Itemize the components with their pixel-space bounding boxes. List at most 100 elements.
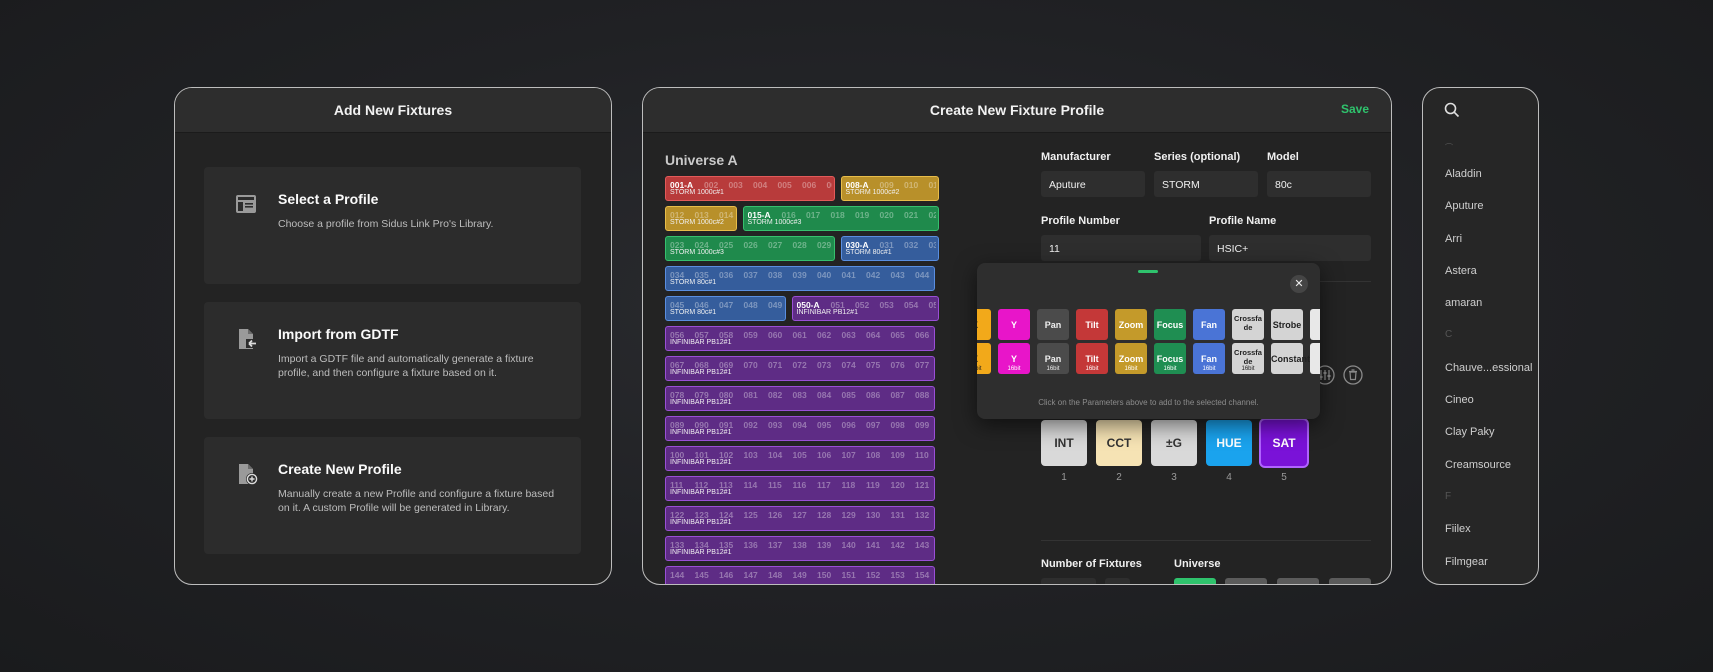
chip-label: Pan: [1044, 354, 1062, 364]
section-letter-a: ⌒: [1445, 143, 1453, 152]
channel-numbers: 056 057 058 059 060 061 062 063 064 065 066: [670, 330, 932, 341]
fixture-count-stepper[interactable]: [1105, 578, 1130, 584]
channel-number: 149: [792, 570, 807, 580]
brand-item[interactable]: amaran: [1445, 297, 1483, 310]
param-chip-overflow[interactable]: [1310, 343, 1320, 374]
param-chip-constant[interactable]: Constant: [1271, 343, 1310, 374]
channel-number: 060: [768, 330, 783, 340]
dmx-fixture-block[interactable]: 122 123 124 125 126 127 128 129 130 131 132 INFINIB…: [665, 506, 935, 531]
param-chip-pan-16bit[interactable]: Pan 16bit: [1037, 343, 1069, 374]
channel-number: 099: [915, 420, 930, 430]
dmx-fixture-block[interactable]: 001-A 002 003 004 005 006 007 STORM 1000c#1: [665, 176, 835, 201]
param-chip-focus-16bit[interactable]: Focus 16bit: [1154, 343, 1186, 374]
channel-number: 045: [670, 300, 685, 310]
channel-number: 100: [670, 450, 685, 460]
universe-d-button[interactable]: [1329, 578, 1371, 584]
param-chip-tilt[interactable]: Tilt: [1076, 309, 1108, 340]
dmx-fixture-block[interactable]: 030-A 031 032 033 STORM 80c#1: [840, 236, 939, 261]
param-chip-zoom-16bit[interactable]: Zoom 16bit: [1115, 343, 1147, 374]
dmx-fixture-block[interactable]: 023 024 025 026 027 028 029 STORM 1000c#3: [665, 236, 835, 261]
trash-icon[interactable]: [1343, 365, 1363, 385]
dmx-fixture-block[interactable]: 089 090 091 092 093 094 095 096 097 098 099 INFINIB…: [665, 416, 935, 441]
channel-number: 106: [817, 450, 832, 460]
dmx-fixture-block[interactable]: 015-A 016 017 018 019 020 021 022 STORM 1000c#3: [742, 206, 939, 231]
dmx-fixture-block[interactable]: 144 145 146 147 148 149 150 151 152 153 154: [665, 566, 935, 584]
fixture-count-field[interactable]: [1041, 578, 1096, 584]
brand-item[interactable]: Cineo: [1445, 394, 1474, 407]
model-label: Model: [1267, 151, 1299, 163]
param-g-tile[interactable]: ±G: [1151, 420, 1197, 466]
manufacturer-field[interactable]: Aputure: [1041, 171, 1145, 197]
param-int-tile[interactable]: INT: [1041, 420, 1087, 466]
profile-number-field[interactable]: 11: [1041, 235, 1201, 261]
save-button[interactable]: Save: [1340, 102, 1369, 116]
brand-item[interactable]: Aladdin: [1445, 168, 1482, 180]
universe-a-button[interactable]: [1174, 578, 1216, 584]
search-icon[interactable]: [1444, 102, 1460, 118]
brand-item[interactable]: Clay Paky: [1445, 426, 1495, 439]
brand-item[interactable]: Creamsource: [1445, 458, 1512, 471]
import-gdtf-option[interactable]: Import from GDTF Import a GDTF file and …: [204, 302, 581, 419]
universe-b-button[interactable]: [1225, 578, 1267, 584]
channel-number: 091: [719, 420, 734, 430]
dmx-fixture-block[interactable]: 111 112 113 114 115 116 117 118 119 120 121 INFINIB…: [665, 476, 935, 501]
dmx-fixture-block[interactable]: 133 134 135 136 137 138 139 140 141 142 143 INFINIB…: [665, 536, 935, 561]
chip-label: Crossfade: [1234, 314, 1262, 332]
brand-item[interactable]: Arri: [1445, 232, 1463, 245]
param-chip-x[interactable]: X: [977, 309, 991, 340]
channel-number: 044: [915, 270, 930, 280]
param-chip-y-16bit[interactable]: Y 16bit: [998, 343, 1030, 374]
dmx-fixture-block[interactable]: 045 046 047 048 049 STORM 80c#1: [665, 296, 786, 321]
fixture-label: STORM 80c#1: [845, 249, 892, 256]
dmx-fixture-block[interactable]: 012 013 014 STORM 1000c#2: [665, 206, 737, 231]
param-sat-tile[interactable]: SAT: [1261, 420, 1307, 466]
number-of-fixtures-label: Number of Fixtures: [1041, 558, 1142, 570]
fixture-label: INFINIBAR PB12#1: [670, 459, 732, 466]
dmx-fixture-block[interactable]: 034 035 036 037 038 039 040 041 042 043 044 STORM 8…: [665, 266, 935, 291]
select-profile-option[interactable]: Select a Profile Choose a profile from S…: [204, 167, 581, 284]
brand-item[interactable]: Fiilex: [1445, 523, 1471, 536]
param-chip-crossfade-16bit[interactable]: Crossfade 16bit: [1232, 343, 1264, 374]
channel-number: 005: [777, 180, 792, 190]
option-title: Select a Profile: [278, 191, 379, 207]
chip-label: Fan: [1200, 320, 1217, 330]
channel-number: 130: [866, 510, 881, 520]
dmx-fixture-block[interactable]: 078 079 080 081 082 083 084 085 086 087 088 INFINIB…: [665, 386, 935, 411]
channel-number: 034: [670, 270, 685, 280]
param-chip-x-16bit[interactable]: X 16bit: [977, 343, 991, 374]
model-field[interactable]: 80c: [1267, 171, 1371, 197]
param-chip-focus[interactable]: Focus: [1154, 309, 1186, 340]
chip-label: Tilt: [1085, 354, 1099, 364]
series-field[interactable]: STORM: [1154, 171, 1258, 197]
param-chip-fan-16bit[interactable]: Fan 16bit: [1193, 343, 1225, 374]
brand-item[interactable]: Aputure: [1445, 200, 1484, 213]
param-cct-tile[interactable]: CCT: [1096, 420, 1142, 466]
param-chip-fan[interactable]: Fan: [1193, 309, 1225, 340]
param-chip-y[interactable]: Y: [998, 309, 1030, 340]
create-profile-option[interactable]: Create New Profile Manually create a new…: [204, 437, 581, 554]
brand-item[interactable]: Filmgear: [1445, 555, 1488, 568]
profile-name-field[interactable]: HSIC+: [1209, 235, 1371, 261]
brand-item[interactable]: Chauve...essional: [1445, 361, 1533, 374]
channel-number: 079: [694, 390, 709, 400]
drag-handle[interactable]: [1138, 270, 1158, 273]
channel-number: 001-A: [670, 180, 694, 190]
param-hue-tile[interactable]: HUE: [1206, 420, 1252, 466]
channel-number: 064: [866, 330, 881, 340]
param-chip-zoom[interactable]: Zoom: [1115, 309, 1147, 340]
dmx-fixture-block[interactable]: 056 057 058 059 060 061 062 063 064 065 066 INFINIB…: [665, 326, 935, 351]
param-chip-pan[interactable]: Pan: [1037, 309, 1069, 340]
close-icon[interactable]: ✕: [1290, 275, 1308, 293]
param-chip-tilt-16bit[interactable]: Tilt 16bit: [1076, 343, 1108, 374]
param-chip-crossfade[interactable]: Crossfade: [1232, 309, 1264, 340]
dmx-fixture-block[interactable]: 067 068 069 070 071 072 073 074 075 076 077 INFINIB…: [665, 356, 935, 381]
brand-item[interactable]: Astera: [1445, 264, 1477, 277]
dmx-fixture-block[interactable]: 100 101 102 103 104 105 106 107 108 109 110 INFINIB…: [665, 446, 935, 471]
universe-c-button[interactable]: [1277, 578, 1319, 584]
dmx-fixture-block[interactable]: 050-A 051 052 053 054 055 INFINIBAR PB12#1: [791, 296, 939, 321]
dmx-fixture-block[interactable]: 008-A 009 010 011 STORM 1000c#2: [840, 176, 939, 201]
channel-number: 125: [743, 510, 758, 520]
param-chip-strobe[interactable]: Strobe: [1271, 309, 1303, 340]
section-letter: C: [1445, 329, 1453, 341]
param-chip-overflow[interactable]: [1310, 309, 1320, 340]
